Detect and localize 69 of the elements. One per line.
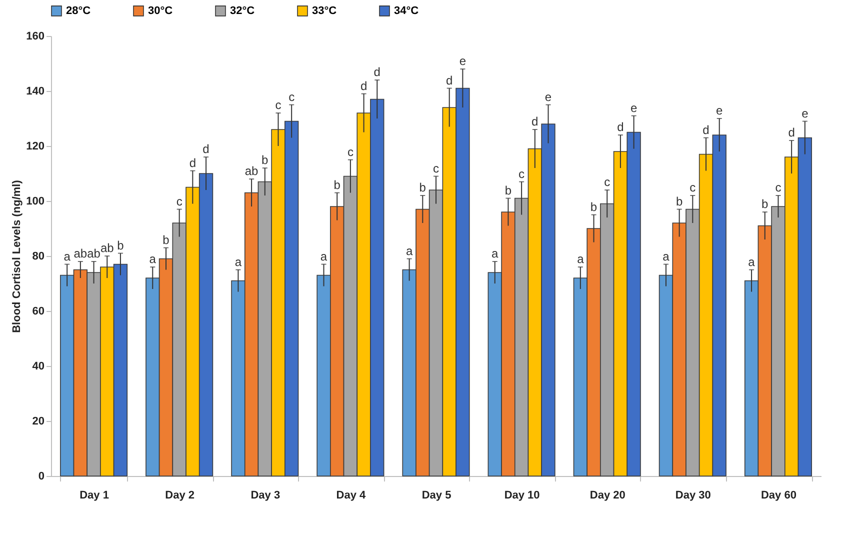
data-label: e: [544, 90, 552, 104]
data-label: e: [802, 106, 809, 120]
x-tick-label: Day 3: [250, 490, 280, 502]
data-label: c: [604, 175, 610, 189]
data-label: a: [64, 249, 71, 264]
y-tick-label: 140: [26, 86, 44, 98]
data-label: d: [788, 126, 795, 140]
data-label: b: [676, 194, 683, 208]
x-tick-label: Day 5: [422, 490, 452, 502]
y-tick-label: 40: [32, 360, 44, 372]
legend-label: 34°C: [394, 4, 419, 17]
data-label: d: [617, 120, 624, 134]
data-label: a: [149, 252, 156, 266]
y-tick-label: 160: [26, 30, 44, 42]
x-tick-label: Day 60: [760, 490, 796, 502]
legend-label: 33°C: [312, 4, 337, 17]
y-tick-label: 60: [32, 306, 44, 318]
data-label: b: [590, 200, 598, 214]
legend-label: 30°C: [148, 4, 173, 17]
data-label: a: [234, 254, 242, 269]
x-tick-label: Day 30: [675, 490, 711, 502]
legend-label: 28°C: [66, 4, 91, 17]
data-label: e: [459, 54, 466, 68]
data-label: a: [662, 249, 670, 264]
data-label: b: [762, 197, 769, 211]
x-tick-label: Day 10: [504, 490, 540, 502]
data-label: d: [202, 142, 210, 156]
data-label: c: [275, 98, 282, 112]
data-label: e: [716, 104, 724, 118]
y-tick-label: 100: [26, 196, 44, 208]
data-label: c: [518, 166, 525, 181]
data-label: b: [162, 232, 170, 247]
data-label: ab: [74, 246, 88, 260]
legend-label: 32°C: [230, 4, 255, 17]
data-label: a: [320, 249, 328, 264]
data-label: c: [775, 180, 782, 194]
y-tick-label: 80: [32, 250, 44, 262]
data-label: c: [690, 180, 696, 194]
y-tick-label: 20: [32, 416, 44, 428]
data-label: d: [446, 73, 453, 88]
data-label: d: [360, 78, 368, 93]
data-label: b: [419, 180, 426, 194]
data-label: a: [492, 246, 499, 260]
data-label: b: [262, 153, 269, 167]
x-tick-label: Day 20: [590, 490, 626, 502]
data-label: b: [117, 238, 124, 252]
y-tick-label: 0: [38, 470, 44, 482]
data-label: d: [532, 114, 538, 128]
y-axis-title: Blood Cortisol Levels (ng/ml): [11, 180, 24, 333]
data-label: e: [630, 100, 638, 115]
data-label: a: [748, 254, 756, 269]
data-label: d: [189, 156, 196, 170]
data-label: c: [347, 144, 354, 159]
data-label: a: [406, 244, 413, 258]
data-label: a: [577, 252, 584, 266]
data-label: b: [504, 183, 512, 198]
data-label: c: [433, 161, 439, 176]
data-label: c: [176, 194, 182, 208]
data-label: c: [288, 90, 295, 104]
x-tick-label: Day 2: [165, 490, 195, 502]
data-label: d: [374, 65, 380, 79]
data-label: b: [334, 178, 341, 192]
data-label: ab: [100, 241, 114, 255]
x-tick-label: Day 4: [336, 490, 366, 502]
y-tick-label: 120: [26, 140, 44, 152]
x-tick-label: Day 1: [80, 490, 109, 502]
data-label: ab: [87, 246, 101, 260]
data-label: ab: [244, 164, 259, 178]
data-label: d: [702, 122, 710, 137]
